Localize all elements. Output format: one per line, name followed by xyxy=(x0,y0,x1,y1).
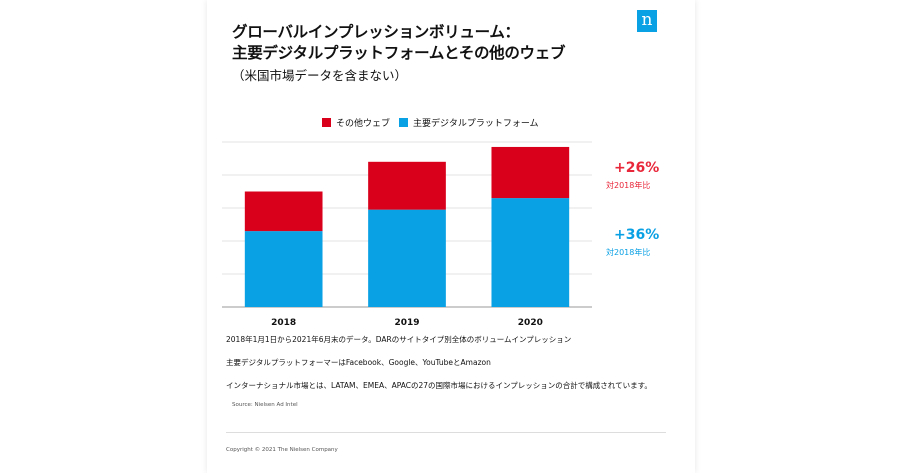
divider xyxy=(226,432,666,433)
legend-label-other-web: その他ウェブ xyxy=(336,119,391,129)
footnote-major-platforms: 主要デジタルプラットフォーマーはFacebook、Google、YouTubeと… xyxy=(226,358,491,367)
annotation-other-web-growth: +26% xyxy=(614,160,660,176)
copyright: Copyright © 2021 The Nielsen Company xyxy=(226,447,338,453)
footnote-international-markets: インターナショナル市場とは、LATAM、EMEA、APACの27の国際市場におけ… xyxy=(226,381,652,390)
bar-2020-series-0 xyxy=(491,198,570,307)
source-note: Source: Nielsen Ad Intel xyxy=(232,402,298,408)
chart-title: グローバルインプレッションボリューム： 主要デジタルプラットフォームとその他のウ… xyxy=(232,22,565,64)
legend-item-other-web: その他ウェブ xyxy=(322,116,390,129)
bar-2019-series-1 xyxy=(368,161,446,210)
chart-title-line1: グローバルインプレッションボリューム： xyxy=(232,23,520,41)
x-tick-label: 2018 xyxy=(271,318,296,328)
legend-swatch-blue xyxy=(399,118,408,127)
x-tick-label: 2020 xyxy=(518,318,543,328)
legend-label-major-platforms: 主要デジタルプラットフォーム xyxy=(413,119,539,129)
chart-title-line2: 主要デジタルプラットフォームとその他のウェブ xyxy=(232,44,566,62)
annotation-major-platforms-note: 対2018年比 xyxy=(606,248,651,257)
footnote-data-period: 2018年1月1日から2021年6月末のデータ。DARのサイトタイプ別全体のボリ… xyxy=(226,335,572,344)
chart-subtitle: （米国市場データを含まない） xyxy=(232,68,408,83)
bar-2020-series-1 xyxy=(491,146,570,199)
bar-2018-series-1 xyxy=(244,191,323,232)
bar-2018-series-0 xyxy=(244,231,323,307)
annotation-major-platforms-growth: +36% xyxy=(614,227,660,243)
annotation-other-web-note: 対2018年比 xyxy=(606,181,651,190)
legend-swatch-red xyxy=(322,118,331,127)
legend-item-major-platforms: 主要デジタルプラットフォーム xyxy=(399,116,539,129)
x-tick-label: 2019 xyxy=(394,318,419,328)
nielsen-logo: n xyxy=(637,10,657,32)
bar-2019-series-0 xyxy=(368,209,446,307)
